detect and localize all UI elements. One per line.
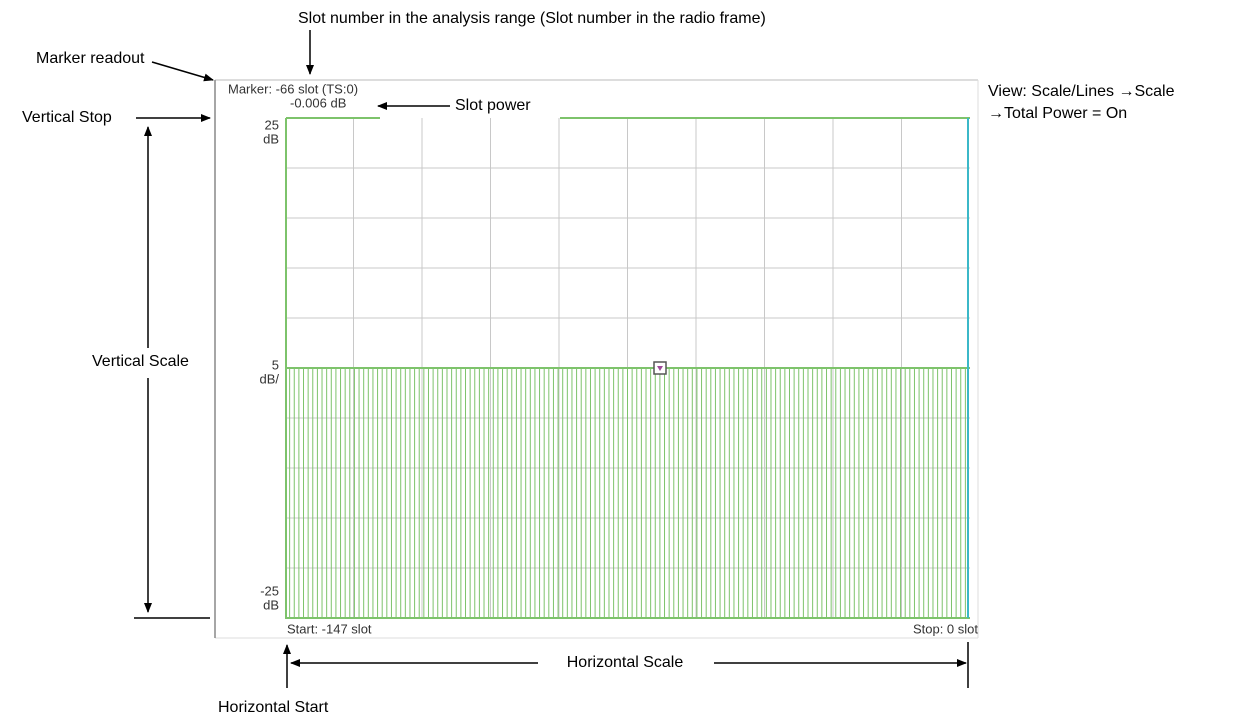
marker-value: -0.006 dB (290, 95, 346, 110)
annotation: Slot power (455, 97, 531, 114)
bottom-unit: dB (263, 597, 279, 612)
start-label: Start: -147 slot (287, 621, 372, 636)
annotation: Vertical Stop (22, 109, 112, 126)
annotation: Horizontal Start (218, 699, 329, 716)
annotation: Vertical Scale (92, 353, 189, 370)
annotation: Slot number in the analysis range (Slot … (298, 10, 766, 27)
scale-value: 5 (272, 357, 279, 372)
scale-unit: dB/ (259, 371, 279, 386)
marker-icon (657, 366, 663, 371)
annotation: Marker readout (36, 50, 145, 67)
stop-label: Stop: 0 slot (913, 621, 978, 636)
slot-bars (289, 368, 966, 618)
bottom-value: -25 (260, 583, 279, 598)
marker-readout: Marker: -66 slot (TS:0) (228, 81, 358, 96)
traces (285, 117, 970, 619)
top-value: 25 (265, 117, 279, 132)
annotation: View: Scale/Lines →Scale (988, 83, 1175, 100)
arrow (151, 61, 214, 82)
top-unit: dB (263, 131, 279, 146)
annotation: →Total Power = On (988, 105, 1127, 122)
annotation: Horizontal Scale (567, 654, 684, 671)
display-panel (214, 79, 979, 639)
